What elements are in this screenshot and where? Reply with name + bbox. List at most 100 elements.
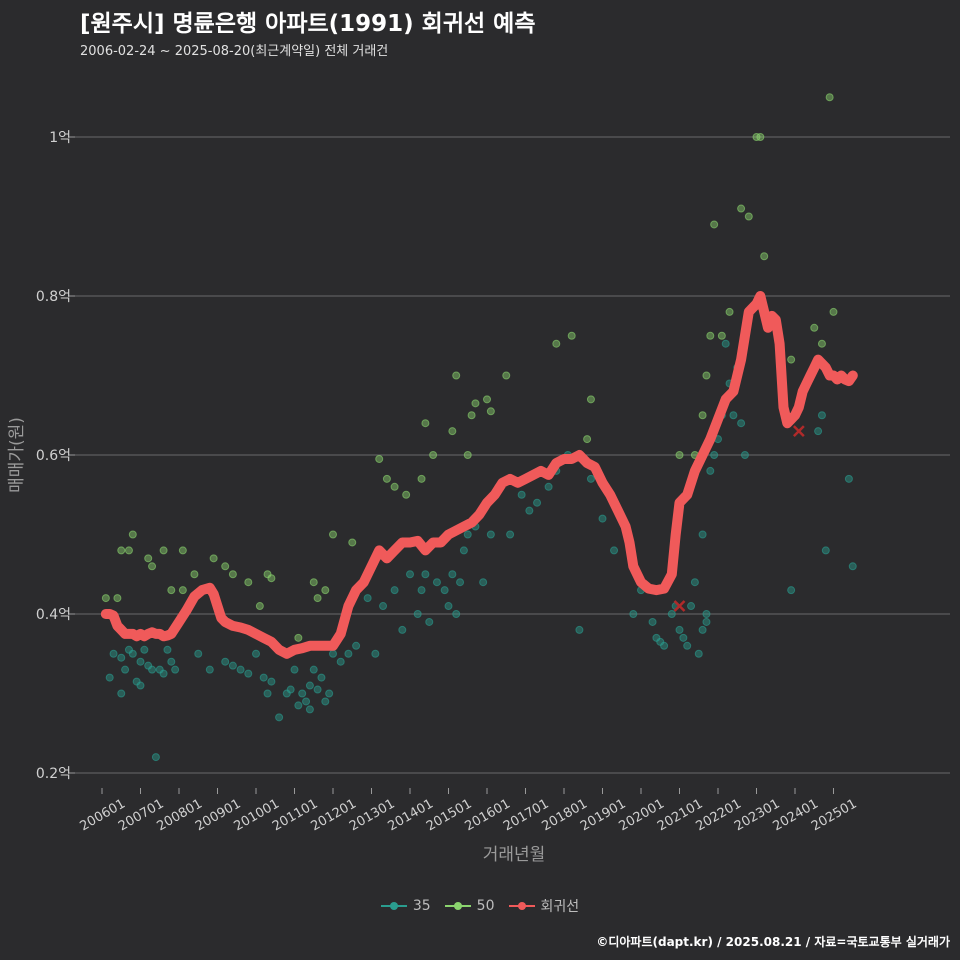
data-point-50	[348, 538, 357, 547]
data-point-50	[675, 451, 684, 459]
data-point-35	[298, 689, 307, 698]
regression-line	[100, 291, 858, 659]
y-axis-ticks: 0.2억 0.4억 0.6억 0.8억 1억	[36, 130, 75, 782]
data-point-35	[236, 665, 245, 674]
data-point-35	[136, 681, 145, 690]
data-point-35	[729, 411, 738, 420]
data-point-50	[390, 482, 399, 491]
data-point-50	[417, 474, 426, 483]
data-point-50	[567, 331, 576, 340]
data-point-35	[163, 645, 172, 654]
legend-item-50: 50	[444, 898, 495, 914]
data-point-35	[694, 649, 703, 658]
legend-item-regression: 회귀선	[508, 896, 579, 916]
data-point-50	[429, 451, 438, 459]
data-point-50	[124, 546, 133, 555]
data-point-35	[740, 451, 749, 459]
data-point-35	[517, 490, 526, 499]
data-point-35	[629, 610, 638, 618]
data-point-35	[533, 498, 542, 507]
data-point-50	[717, 331, 726, 340]
data-point-50	[148, 562, 157, 571]
data-point-35	[844, 474, 853, 483]
data-point-50	[467, 411, 476, 420]
data-point-35	[413, 610, 422, 618]
data-point-35	[440, 586, 449, 595]
data-point-35	[275, 713, 284, 722]
data-point-35	[371, 649, 380, 658]
data-point-35	[117, 653, 126, 662]
data-point-35	[452, 610, 461, 618]
data-point-35	[432, 578, 441, 587]
data-point-35	[305, 681, 314, 690]
data-point-50	[448, 427, 457, 436]
data-point-35	[313, 685, 322, 694]
data-point-35	[105, 673, 114, 682]
data-point-35	[444, 602, 453, 611]
data-point-35	[294, 701, 303, 710]
x-axis-ticks: 2006012007012008012009012010012011012012…	[78, 788, 860, 834]
data-point-35	[317, 673, 326, 682]
chart-title: [원주시] 명륜은행 아파트(1991) 회귀선 예측	[80, 11, 536, 37]
legend: 35 50 회귀선	[0, 896, 960, 916]
data-point-35	[814, 427, 823, 436]
data-point-35	[463, 530, 472, 539]
data-point-35	[228, 661, 237, 670]
legend-label-35: 35	[412, 898, 431, 914]
data-point-50	[760, 252, 769, 261]
data-point-35	[128, 649, 137, 658]
data-point-35	[329, 649, 337, 658]
legend-key-regression	[508, 900, 535, 912]
data-point-50	[167, 586, 176, 595]
data-point-50	[756, 133, 765, 141]
data-point-50	[101, 594, 110, 603]
data-point-50	[313, 594, 322, 603]
data-point-50	[583, 435, 592, 444]
data-point-35	[706, 466, 715, 475]
data-point-35	[117, 689, 126, 698]
data-point-50	[402, 490, 411, 499]
data-point-35	[352, 641, 361, 650]
data-point-35	[710, 451, 719, 459]
data-point-35	[194, 649, 203, 658]
data-point-50	[552, 339, 561, 348]
data-point-50	[228, 570, 237, 579]
data-point-50	[321, 586, 330, 595]
y-axis-label: 매매가(원)	[7, 417, 27, 493]
data-point-35	[687, 602, 696, 611]
data-point-35	[302, 697, 311, 706]
data-point-50	[825, 93, 834, 102]
data-point-50	[737, 204, 746, 213]
data-point-50	[221, 562, 230, 571]
data-point-35	[448, 570, 457, 579]
x-marker	[673, 600, 686, 612]
data-point-35	[171, 665, 180, 674]
data-point-35	[721, 339, 730, 348]
data-point-50	[486, 407, 495, 416]
data-point-35	[148, 665, 157, 674]
data-point-50	[702, 371, 711, 380]
data-point-50	[267, 574, 276, 583]
data-point-35	[252, 649, 260, 658]
source-footer: ©디아파트(dapt.kr) / 2025.08.21 / 자료=국토교통부 실…	[596, 935, 950, 949]
data-point-35	[325, 689, 334, 698]
data-point-35	[136, 657, 145, 666]
data-point-50	[829, 307, 838, 316]
x-marker	[792, 425, 805, 438]
data-point-35	[667, 610, 676, 618]
data-point-50	[817, 339, 826, 348]
data-point-35	[575, 625, 584, 634]
data-point-35	[336, 657, 345, 666]
data-point-35	[456, 578, 465, 587]
data-point-35	[848, 562, 857, 571]
data-point-50	[244, 578, 253, 587]
data-point-35	[379, 602, 388, 611]
x-markers	[673, 425, 805, 612]
data-point-35	[787, 586, 796, 595]
scatter-points	[101, 93, 857, 762]
data-point-35	[683, 641, 692, 650]
data-point-50	[586, 395, 595, 404]
data-point-35	[286, 685, 295, 694]
data-point-50	[159, 546, 168, 555]
data-point-35	[821, 546, 830, 555]
